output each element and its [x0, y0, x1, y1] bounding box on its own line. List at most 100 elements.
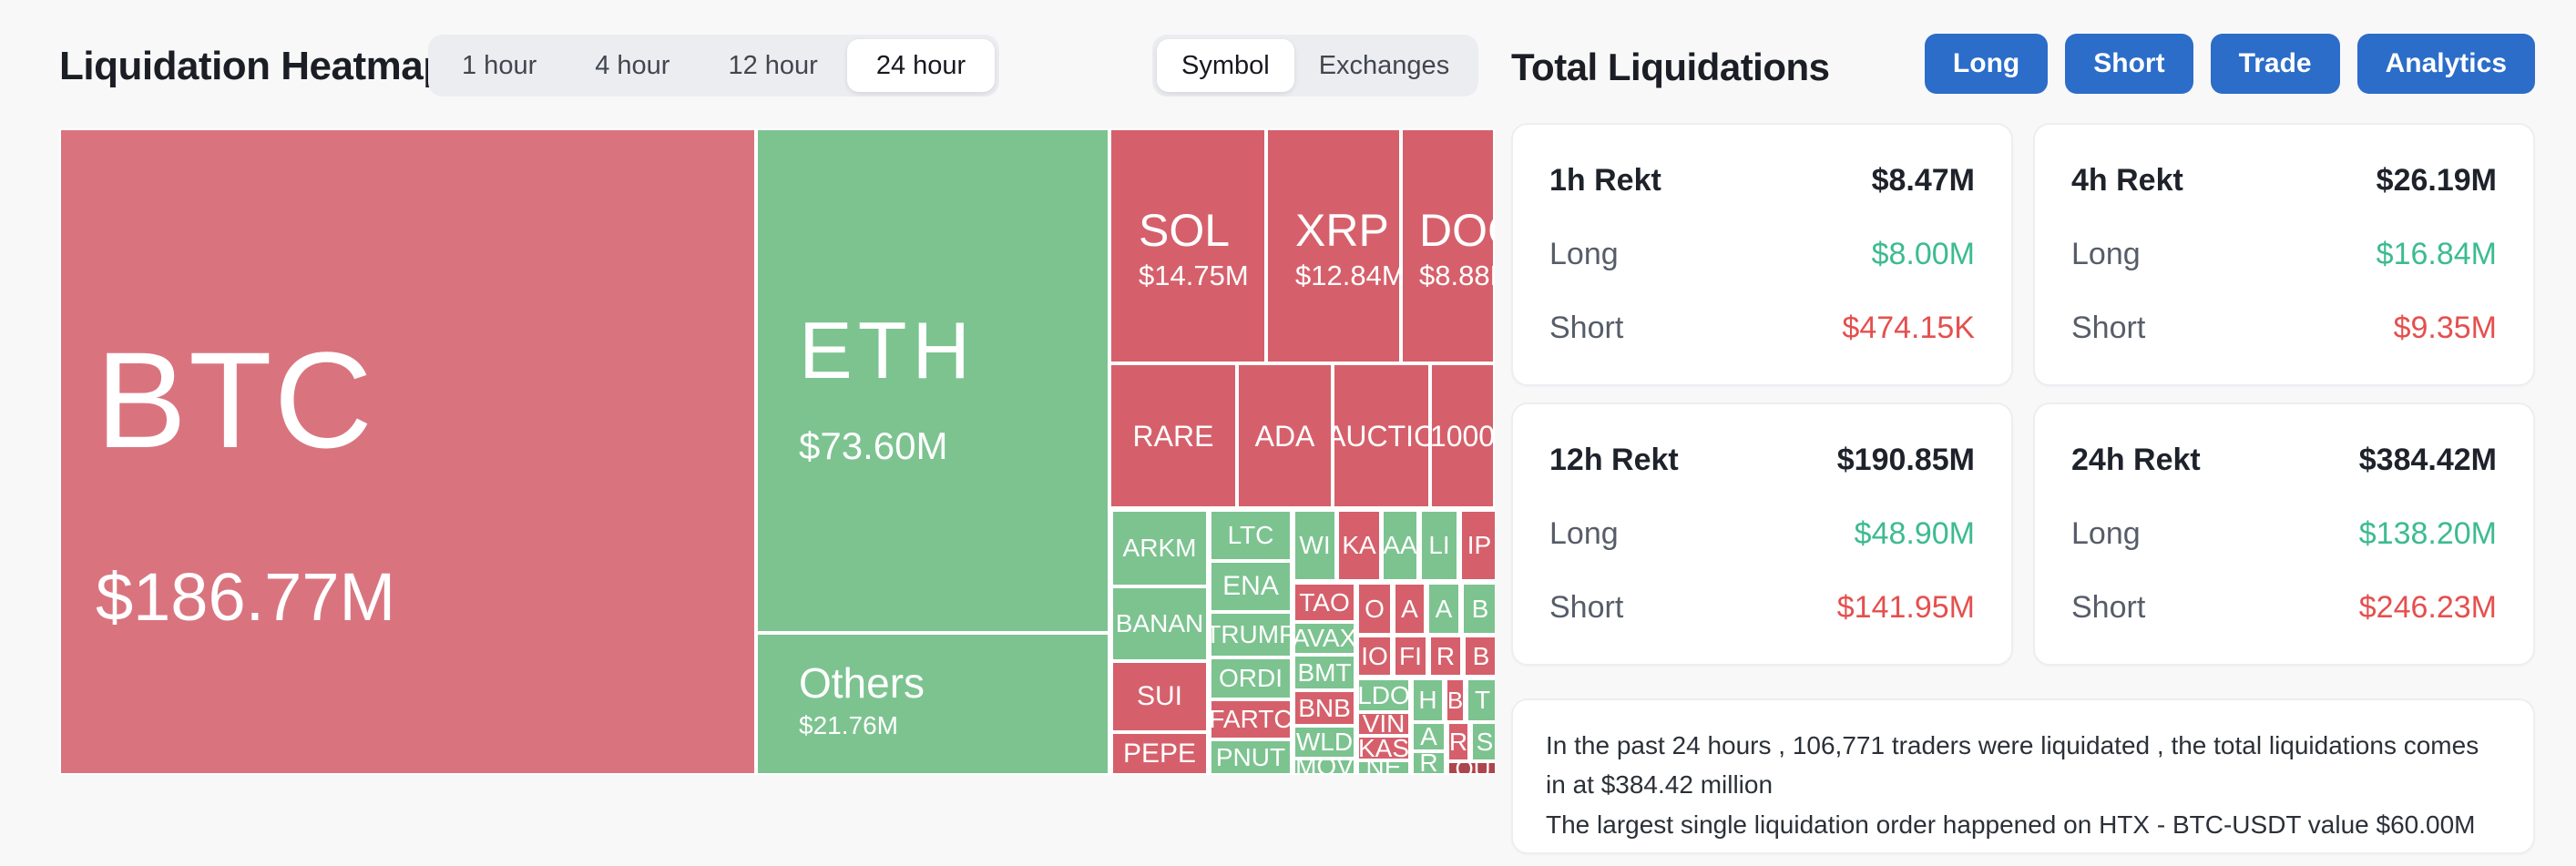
card-total-value: $384.42M — [2358, 443, 2497, 477]
treemap-cell-aa[interactable]: AA — [1382, 510, 1418, 581]
treemap-cell-banan[interactable]: BANAN — [1111, 586, 1208, 661]
short-value: $246.23M — [2358, 590, 2497, 625]
short-button[interactable]: Short — [2065, 34, 2193, 94]
treemap-cell-r[interactable]: R — [1447, 722, 1469, 761]
treemap-cell-fartc[interactable]: FARTC — [1210, 699, 1292, 739]
liquidation-summary: In the past 24 hours , 106,771 traders w… — [1511, 698, 2535, 854]
cell-symbol: FARTC — [1210, 705, 1292, 733]
treemap-cell-h[interactable]: H — [1412, 678, 1444, 722]
treemap-cell-ltc[interactable]: LTC — [1210, 510, 1292, 561]
cell-symbol: ADA — [1254, 419, 1315, 453]
treemap-cell-ne[interactable]: NE — [1357, 760, 1410, 775]
cell-symbol: WLD — [1295, 728, 1354, 756]
time-tab-4-hour[interactable]: 4 hour — [595, 50, 670, 80]
long-button[interactable]: Long — [1924, 34, 2049, 94]
card-header-row: 1h Rekt $8.47M — [1549, 163, 1975, 199]
treemap-cell-others[interactable]: Others $21.76M — [756, 633, 1109, 775]
treemap-cell-sol[interactable]: SOL $14.75M — [1109, 128, 1266, 363]
treemap-cell-tao[interactable]: TAO — [1293, 583, 1355, 622]
analytics-button[interactable]: Analytics — [2356, 34, 2535, 94]
card-total-value: $8.47M — [1871, 163, 1975, 198]
card-short-row: Short $474.15K — [1549, 311, 1975, 346]
treemap-cell-a[interactable]: A — [1427, 583, 1460, 635]
mode-tab-symbol[interactable]: Symbol — [1157, 39, 1294, 92]
treemap-cell-btc[interactable]: BTC $186.77M — [59, 128, 756, 775]
treemap-cell-wld[interactable]: WLD — [1293, 726, 1355, 759]
treemap-cell-fi[interactable]: FI — [1394, 636, 1427, 677]
cell-symbol: BNB — [1298, 693, 1351, 722]
treemap-cell-ou[interactable]: OU — [1447, 761, 1495, 775]
treemap-cell-rare[interactable]: RARE — [1109, 363, 1237, 508]
treemap-cell-t[interactable]: T — [1467, 678, 1495, 722]
treemap-cell-b[interactable]: B — [1462, 583, 1495, 635]
card-short-row: Short $246.23M — [2071, 590, 2497, 626]
cell-symbol: ETH — [799, 305, 976, 395]
time-tab-1-hour[interactable]: 1 hour — [462, 50, 537, 80]
mode-tab-exchanges[interactable]: Exchanges — [1318, 50, 1450, 80]
treemap-cell-li[interactable]: LI — [1420, 510, 1458, 581]
total-liquidations-title: Total Liquidations — [1511, 46, 1830, 88]
time-tab-12-hour[interactable]: 12 hour — [728, 50, 818, 80]
cell-symbol: KAS — [1357, 736, 1410, 760]
short-value: $9.35M — [2393, 311, 2497, 345]
cell-symbol: XRP — [1295, 205, 1389, 256]
cell-symbol: A — [1435, 594, 1453, 623]
treemap-cell-s[interactable]: S — [1471, 722, 1495, 761]
cell-symbol: R — [1448, 727, 1468, 756]
treemap-cell-ena[interactable]: ENA — [1210, 561, 1292, 612]
cell-symbol: SOL — [1139, 205, 1231, 256]
cell-symbol: KA — [1342, 531, 1376, 559]
treemap-cell-1000[interactable]: 1000 — [1430, 363, 1495, 508]
summary-line-2: The largest single liquidation order hap… — [1546, 810, 2476, 839]
cell-symbol: IO — [1361, 641, 1388, 670]
cell-symbol: FI — [1399, 641, 1422, 670]
treemap-cell-ordi[interactable]: ORDI — [1210, 657, 1292, 699]
cell-symbol: H — [1418, 686, 1437, 714]
treemap-cell-mov[interactable]: MOV — [1293, 759, 1355, 775]
treemap-cell-b[interactable]: B — [1446, 678, 1465, 722]
treemap-cell-arkm[interactable]: ARKM — [1111, 510, 1208, 586]
treemap-cell-trump[interactable]: TRUMP — [1210, 612, 1292, 657]
card-period-label: 12h Rekt — [1549, 443, 1679, 477]
card-long-row: Long $8.00M — [1549, 237, 1975, 272]
treemap-cell-vin[interactable]: VIN — [1357, 712, 1410, 736]
treemap-cell-r[interactable]: R — [1412, 751, 1446, 775]
long-label: Long — [1549, 516, 1619, 551]
treemap-cell-ka[interactable]: KA — [1337, 510, 1381, 581]
treemap-cell-ada[interactable]: ADA — [1237, 363, 1333, 508]
cell-symbol: TAO — [1299, 587, 1350, 616]
treemap-cell-ldo[interactable]: LDO — [1357, 678, 1410, 712]
cell-symbol: RARE — [1132, 419, 1214, 453]
treemap-cell-b[interactable]: B — [1464, 636, 1495, 677]
short-label: Short — [2071, 311, 2146, 345]
treemap-cell-ip[interactable]: IP — [1460, 510, 1495, 581]
treemap-cell-dog[interactable]: DOG $8.88M — [1401, 128, 1495, 363]
treemap-cell-kas[interactable]: KAS — [1357, 736, 1410, 760]
cell-symbol: VIN — [1362, 712, 1406, 736]
treemap-cell-bmt[interactable]: BMT — [1293, 655, 1355, 690]
treemap-cell-a[interactable]: A — [1412, 722, 1446, 751]
cell-symbol: AUCTIO — [1334, 419, 1428, 453]
cell-symbol: OU — [1455, 761, 1491, 775]
treemap-cell-r[interactable]: R — [1429, 636, 1462, 677]
treemap-cell-auctio[interactable]: AUCTIO — [1333, 363, 1430, 508]
treemap-cell-wi[interactable]: WI — [1293, 510, 1336, 581]
treemap-cell-sui[interactable]: SUI — [1111, 661, 1208, 732]
cell-symbol: ENA — [1222, 571, 1279, 601]
nav-buttons: Long Short Trade Analytics — [1511, 34, 2535, 94]
treemap-cell-io[interactable]: IO — [1357, 636, 1392, 677]
treemap-cell-xrp[interactable]: XRP $12.84M — [1266, 128, 1401, 363]
time-tab-24-hour[interactable]: 24 hour — [846, 39, 996, 92]
card-header-row: 4h Rekt $26.19M — [2071, 163, 2497, 199]
cell-symbol: O — [1365, 594, 1385, 623]
cell-symbol: Others — [799, 659, 925, 707]
treemap-cell-pepe[interactable]: PEPE — [1111, 732, 1208, 775]
treemap-cell-o[interactable]: O — [1357, 583, 1392, 635]
treemap-cell-a[interactable]: A — [1394, 583, 1426, 635]
treemap-cell-pnut[interactable]: PNUT — [1210, 739, 1292, 775]
trade-button[interactable]: Trade — [2210, 34, 2340, 94]
treemap-cell-bnb[interactable]: BNB — [1293, 690, 1355, 726]
card-long-row: Long $138.20M — [2071, 516, 2497, 552]
treemap-cell-eth[interactable]: ETH $73.60M — [756, 128, 1109, 633]
treemap-cell-avax[interactable]: AVAX — [1293, 622, 1355, 655]
